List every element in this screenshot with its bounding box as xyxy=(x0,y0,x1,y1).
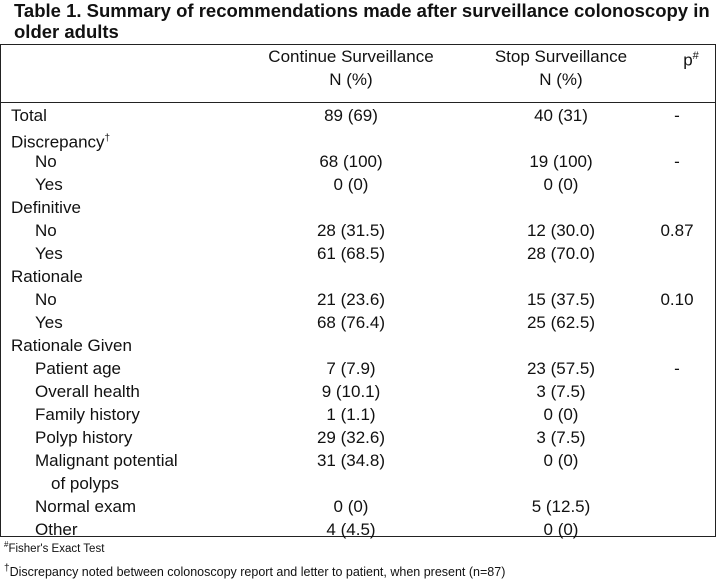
header-continue-label: Continue Surveillance xyxy=(268,47,434,66)
table-row: Malignant potential 31 (34.8) 0 (0) xyxy=(1,449,717,472)
row-label: Rationale xyxy=(11,267,83,286)
cell-stop: 40 (31) xyxy=(534,106,588,125)
footnote-fisher: #Fisher's Exact Test xyxy=(4,540,104,555)
cell-p-value: - xyxy=(674,152,680,171)
table-row: Yes 68 (76.4) 25 (62.5) xyxy=(1,311,717,334)
cell-continue: 68 (100) xyxy=(319,152,383,171)
cell-continue: 28 (31.5) xyxy=(316,221,386,240)
table-row: Normal exam 0 (0) 5 (12.5) xyxy=(1,495,717,518)
table-row: Rationale xyxy=(1,265,717,288)
cell-continue: 0 (0) xyxy=(333,175,369,194)
row-label: Normal exam xyxy=(35,497,137,516)
footnote-discrepancy: †Discrepancy noted between colonoscopy r… xyxy=(4,563,505,579)
row-label: Definitive xyxy=(11,198,81,217)
table-row: Patient age 7 (7.9) 23 (57.5) - xyxy=(1,357,717,380)
cell-continue: 1 (1.1) xyxy=(326,405,376,424)
cell-continue: 29 (32.6) xyxy=(316,428,386,447)
cell-stop: 12 (30.0) xyxy=(526,221,596,240)
cell-stop: 23 (57.5) xyxy=(526,359,596,378)
row-label: No xyxy=(35,290,57,309)
row-label: Yes xyxy=(35,313,63,332)
table-row: Rationale Given xyxy=(1,334,717,357)
table-row: of polyps xyxy=(1,472,717,495)
row-label: Family history xyxy=(35,405,140,424)
table-row: Yes 0 (0) 0 (0) xyxy=(1,173,717,196)
footnote-fisher-text: Fisher's Exact Test xyxy=(8,542,105,555)
cell-stop: 19 (100) xyxy=(529,152,593,171)
footnote-discrepancy-mark: † xyxy=(4,563,10,574)
footnote-discrepancy-text: Discrepancy noted between colonoscopy re… xyxy=(9,565,506,580)
row-label: Patient age xyxy=(35,359,122,378)
row-label: No xyxy=(35,152,57,171)
table-title: Table 1. Summary of recommendations made… xyxy=(14,0,710,42)
cell-continue: 61 (68.5) xyxy=(316,244,386,263)
cell-stop: 3 (7.5) xyxy=(536,382,586,401)
cell-continue: 31 (34.8) xyxy=(316,451,386,470)
cell-stop: 0 (0) xyxy=(543,405,579,424)
cell-continue: 21 (23.6) xyxy=(316,290,386,309)
cell-stop: 25 (62.5) xyxy=(526,313,596,332)
row-label: Overall health xyxy=(35,382,140,401)
header-stop-surveillance: Stop Surveillance N (%) xyxy=(471,45,651,91)
header-divider xyxy=(1,102,715,103)
cell-p-value: 0.87 xyxy=(660,221,694,240)
header-stop-label: Stop Surveillance xyxy=(494,47,628,66)
row-label: Yes xyxy=(35,244,63,263)
row-label: Discrepancy xyxy=(11,132,105,152)
cell-continue: 89 (69) xyxy=(324,106,378,125)
row-label: Rationale Given xyxy=(11,336,132,355)
cell-continue: 4 (4.5) xyxy=(326,520,376,539)
footnote-fisher-mark: # xyxy=(4,540,9,549)
row-label-group: Discrepancy† xyxy=(11,127,110,154)
row-label: Malignant potential xyxy=(35,451,178,470)
cell-p-value: 0.10 xyxy=(660,290,694,309)
cell-stop: 0 (0) xyxy=(543,451,579,470)
row-label: No xyxy=(35,221,57,240)
table-row: Other 4 (4.5) 0 (0) xyxy=(1,518,717,541)
header-stop-unit: N (%) xyxy=(539,70,583,89)
cell-stop: 0 (0) xyxy=(543,175,579,194)
table-row: Polyp history 29 (32.6) 3 (7.5) xyxy=(1,426,717,449)
row-label: Yes xyxy=(35,175,63,194)
header-p-label: p xyxy=(683,50,693,70)
cell-stop: 3 (7.5) xyxy=(536,428,586,447)
cell-stop: 28 (70.0) xyxy=(526,244,596,263)
header-continue-unit: N (%) xyxy=(329,70,373,89)
cell-continue: 9 (10.1) xyxy=(321,382,381,401)
row-label-mark: † xyxy=(104,133,111,144)
cell-continue: 7 (7.9) xyxy=(326,359,376,378)
table-row: No 28 (31.5) 12 (30.0) 0.87 xyxy=(1,219,717,242)
table-row: No 68 (100) 19 (100) - xyxy=(1,150,717,173)
row-label: of polyps xyxy=(51,474,120,493)
row-label: Polyp history xyxy=(35,428,133,447)
table-row: No 21 (23.6) 15 (37.5) 0.10 xyxy=(1,288,717,311)
header-p-value: p# xyxy=(673,45,709,72)
cell-stop: 15 (37.5) xyxy=(526,290,596,309)
table-row: Definitive xyxy=(1,196,717,219)
table-frame: Continue Surveillance N (%) Stop Surveil… xyxy=(0,44,717,539)
cell-stop: 0 (0) xyxy=(543,520,579,539)
header-p-mark: # xyxy=(692,50,699,62)
header-continue-surveillance: Continue Surveillance N (%) xyxy=(241,45,461,91)
cell-p-value: - xyxy=(674,106,680,125)
table-row: Overall health 9 (10.1) 3 (7.5) xyxy=(1,380,717,403)
row-label: Total xyxy=(11,106,47,125)
cell-continue: 0 (0) xyxy=(333,497,369,516)
table-row: Family history 1 (1.1) 0 (0) xyxy=(1,403,717,426)
table-row: Total 89 (69) 40 (31) - xyxy=(1,104,717,127)
table-row: Yes 61 (68.5) 28 (70.0) xyxy=(1,242,717,265)
cell-stop: 5 (12.5) xyxy=(531,497,591,516)
table-row: Discrepancy† xyxy=(1,127,717,152)
cell-continue: 68 (76.4) xyxy=(316,313,386,332)
row-label: Other xyxy=(35,520,78,539)
cell-p-value: - xyxy=(674,359,680,378)
